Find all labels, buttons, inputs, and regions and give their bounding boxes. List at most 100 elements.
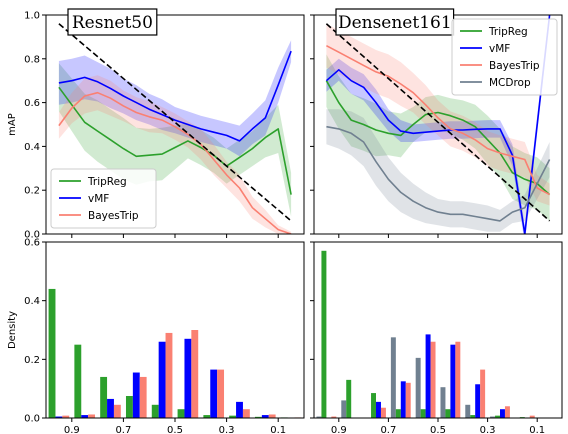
- bar-bayestrip: [430, 341, 436, 418]
- bar-bayestrip: [113, 404, 121, 418]
- plot-area: [316, 250, 535, 418]
- y-tick-label: 0.4: [24, 296, 40, 307]
- bar-bayestrip: [62, 415, 70, 418]
- bar-tripreg: [495, 415, 500, 418]
- bar-bayestrip: [455, 341, 461, 418]
- bar-tripreg: [177, 409, 185, 418]
- x-tick-label: 0.3: [219, 425, 235, 434]
- bar-vmf: [184, 338, 192, 418]
- panel-title-frame: [67, 8, 158, 36]
- series-line-vmf: [58, 50, 292, 142]
- bar-vmf: [376, 401, 381, 418]
- y-tick-label: 0.0: [24, 230, 40, 241]
- y-tick-label: 0.8: [24, 54, 40, 65]
- series-line-mcdrop: [326, 125, 551, 222]
- x-tick-label: 0.9: [64, 425, 80, 434]
- diagonal-reference-line: [58, 23, 292, 222]
- band-tripreg: [58, 63, 292, 217]
- panel-frame: [313, 241, 563, 419]
- plot-area: [325, 15, 551, 234]
- panel-4: 0.9 0.7 0.5 0.3 0.1: [310, 241, 563, 434]
- y-tick-label: 0.4: [24, 142, 40, 153]
- bar-bayestrip: [268, 414, 276, 418]
- x-tick-label: 0.5: [167, 425, 183, 434]
- bar-tripreg: [74, 344, 82, 418]
- y-tick-label: 0.6: [24, 98, 40, 109]
- x-tick-label: 0.7: [115, 425, 131, 434]
- x-tick-label: 0.1: [270, 425, 286, 434]
- diagonal-reference-line: [325, 23, 551, 222]
- bar-tripreg: [346, 379, 352, 418]
- y-axis-label: Density: [7, 311, 18, 349]
- bar-vmf: [425, 334, 431, 418]
- panel-title-box: Resnet50: [67, 8, 158, 36]
- bar-vmf: [475, 384, 481, 418]
- x-tick-label: 0.5: [430, 425, 446, 434]
- bar-tripreg: [395, 409, 401, 418]
- bar-vmf: [132, 372, 140, 418]
- legend-label-mcdrop: MCDrop: [489, 77, 531, 89]
- legend-label-bayestrip: BayesTrip: [489, 60, 540, 72]
- bar-bayestrip: [88, 414, 96, 418]
- bar-bayestrip: [331, 416, 337, 418]
- legend-label-tripreg: TripReg: [87, 176, 127, 188]
- series-line-tripreg: [58, 86, 292, 195]
- bar-mcdrop: [390, 337, 396, 418]
- bar-mcdrop: [341, 400, 347, 418]
- band-bayestrip: [326, 23, 550, 206]
- y-tick-label: 0.0: [24, 414, 40, 425]
- panel-title-box: Densenet161: [335, 8, 455, 36]
- panel-1: 0.0 0.2 0.4 0.6 0.8 1.0 mAP Resnet50 TripReg vMF B…: [7, 8, 305, 241]
- bar-bayestrip: [139, 376, 147, 418]
- y-axis-label: mAP: [7, 113, 18, 136]
- band-bayestrip: [58, 75, 292, 234]
- bar-bayestrip: [217, 369, 225, 418]
- bar-tripreg: [229, 415, 237, 418]
- bar-tripreg: [445, 409, 451, 418]
- legend-label-vmf: vMF: [489, 43, 510, 55]
- series-line-tripreg: [325, 80, 551, 196]
- bar-vmf: [55, 416, 63, 418]
- bar-bayestrip: [380, 407, 386, 418]
- bar-mcdrop: [465, 404, 471, 418]
- bar-vmf: [261, 415, 269, 418]
- panel-title: Densenet161: [338, 13, 452, 33]
- bar-bayestrip: [165, 332, 173, 418]
- legend-label-bayestrip: BayesTrip: [88, 210, 139, 222]
- bar-tripreg: [203, 415, 211, 418]
- bar-mcdrop: [415, 357, 421, 418]
- panel-3: 0.9 0.7 0.5 0.3 0.1 0.0 0.2 0.4 0.6 Density: [7, 238, 305, 434]
- plot-area: [48, 288, 302, 418]
- bar-tripreg: [470, 415, 476, 418]
- x-tick-label: 0.7: [380, 425, 396, 434]
- band-vmf: [58, 40, 292, 157]
- bar-tripreg: [254, 416, 262, 418]
- bar-bayestrip: [191, 330, 199, 418]
- bar-tripreg: [100, 376, 108, 418]
- panel-2: Densenet161 TripReg vMF BayesTrip MCDrop: [310, 8, 563, 238]
- bar-vmf: [400, 381, 406, 418]
- bar-bayestrip: [504, 406, 510, 418]
- bar-vmf: [450, 344, 456, 418]
- bar-vmf: [210, 369, 218, 418]
- series-line-bayestrip: [326, 44, 550, 196]
- y-tick-label: 0.2: [24, 186, 40, 197]
- y-tick-label: 0.6: [24, 238, 40, 249]
- plot-area: [58, 23, 292, 234]
- band-vmf: [326, 15, 550, 234]
- bar-bayestrip: [405, 382, 411, 418]
- x-tick-label: 0.1: [529, 425, 545, 434]
- series-line-vmf: [325, 15, 551, 234]
- panel-title-frame: [335, 8, 455, 36]
- bar-mcdrop: [490, 416, 496, 418]
- bar-tripreg: [151, 404, 159, 418]
- x-tick-label: 0.9: [331, 425, 347, 434]
- bar-mcdrop: [440, 387, 446, 418]
- legend-frame: [451, 18, 558, 96]
- bar-tripreg: [371, 393, 376, 418]
- bar-bayestrip: [242, 409, 250, 418]
- bar-vmf: [500, 409, 505, 418]
- bar-vmf: [158, 341, 166, 418]
- x-tick-label: 0.3: [480, 425, 496, 434]
